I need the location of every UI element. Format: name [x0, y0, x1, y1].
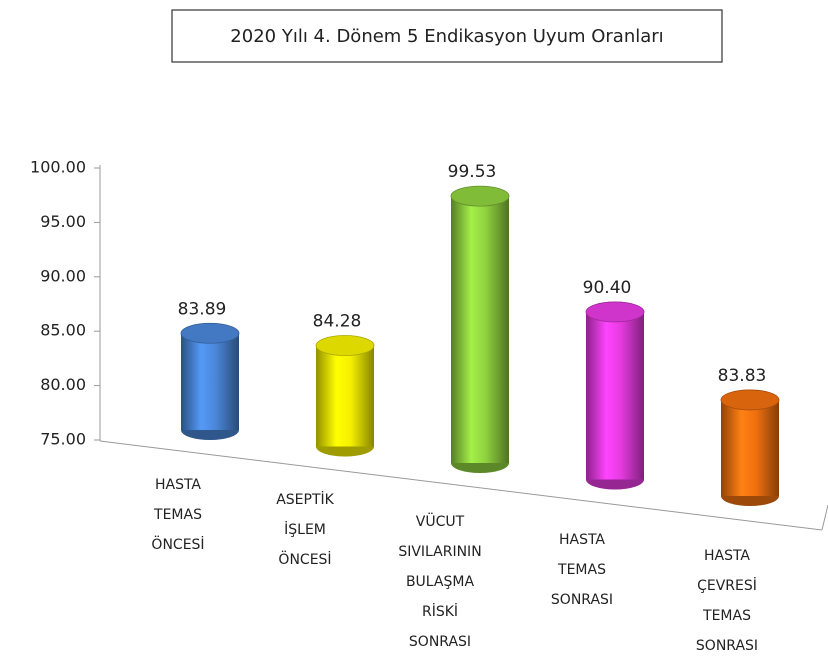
y-tick-label: 95.00	[40, 212, 86, 231]
chart-title: 2020 Yılı 4. Dönem 5 Endikasyon Uyum Ora…	[230, 26, 663, 47]
value-label: 99.53	[448, 162, 497, 182]
bar-top	[450, 185, 510, 207]
bar-top	[585, 301, 645, 323]
value-label: 83.89	[178, 299, 227, 319]
bar	[316, 345, 374, 447]
x-tick-label: ASEPTİK	[276, 490, 334, 508]
bar	[586, 311, 644, 480]
bar	[451, 196, 509, 464]
x-tick-label: RİSKİ	[422, 602, 458, 620]
bar-top	[180, 322, 240, 344]
bar	[181, 333, 239, 430]
value-label: 84.28	[313, 312, 362, 332]
x-tick-label: HASTA	[559, 532, 605, 548]
value-label: 83.83	[718, 366, 767, 386]
y-tick-label: 85.00	[40, 321, 86, 340]
bar	[721, 399, 779, 496]
x-tick-label: TEMAS	[153, 507, 202, 523]
x-tick-label: TEMAS	[702, 608, 751, 624]
x-tick-label: ÖNCESİ	[278, 550, 331, 568]
floor-front	[99, 440, 823, 531]
y-tick-label: 90.00	[40, 266, 86, 285]
y-tick-label: 100.00	[30, 158, 86, 177]
x-tick-label: TEMAS	[557, 562, 606, 578]
y-tick-label: 75.00	[40, 430, 86, 449]
x-tick-label: HASTA	[704, 548, 750, 564]
value-label: 90.40	[583, 278, 632, 298]
x-tick-label: HASTA	[155, 477, 201, 493]
x-tick-label: SONRASI	[409, 634, 471, 650]
y-tick-label: 80.00	[40, 375, 86, 394]
x-tick-label: ÇEVRESİ	[697, 576, 757, 594]
x-tick-label: İŞLEM	[284, 520, 326, 538]
x-tick-label: SIVILARININ	[398, 544, 481, 560]
title-box	[171, 9, 723, 63]
x-tick-label: SONRASI	[551, 592, 613, 608]
bar-top	[315, 335, 375, 356]
x-tick-label: VÜCUT	[416, 512, 465, 530]
x-tick-label: BULAŞMA	[406, 574, 475, 590]
x-tick-label: SONRASI	[696, 638, 758, 654]
x-tick-label: ÖNCESİ	[151, 535, 204, 553]
floor-edge	[821, 504, 828, 531]
bar-top	[720, 389, 780, 411]
